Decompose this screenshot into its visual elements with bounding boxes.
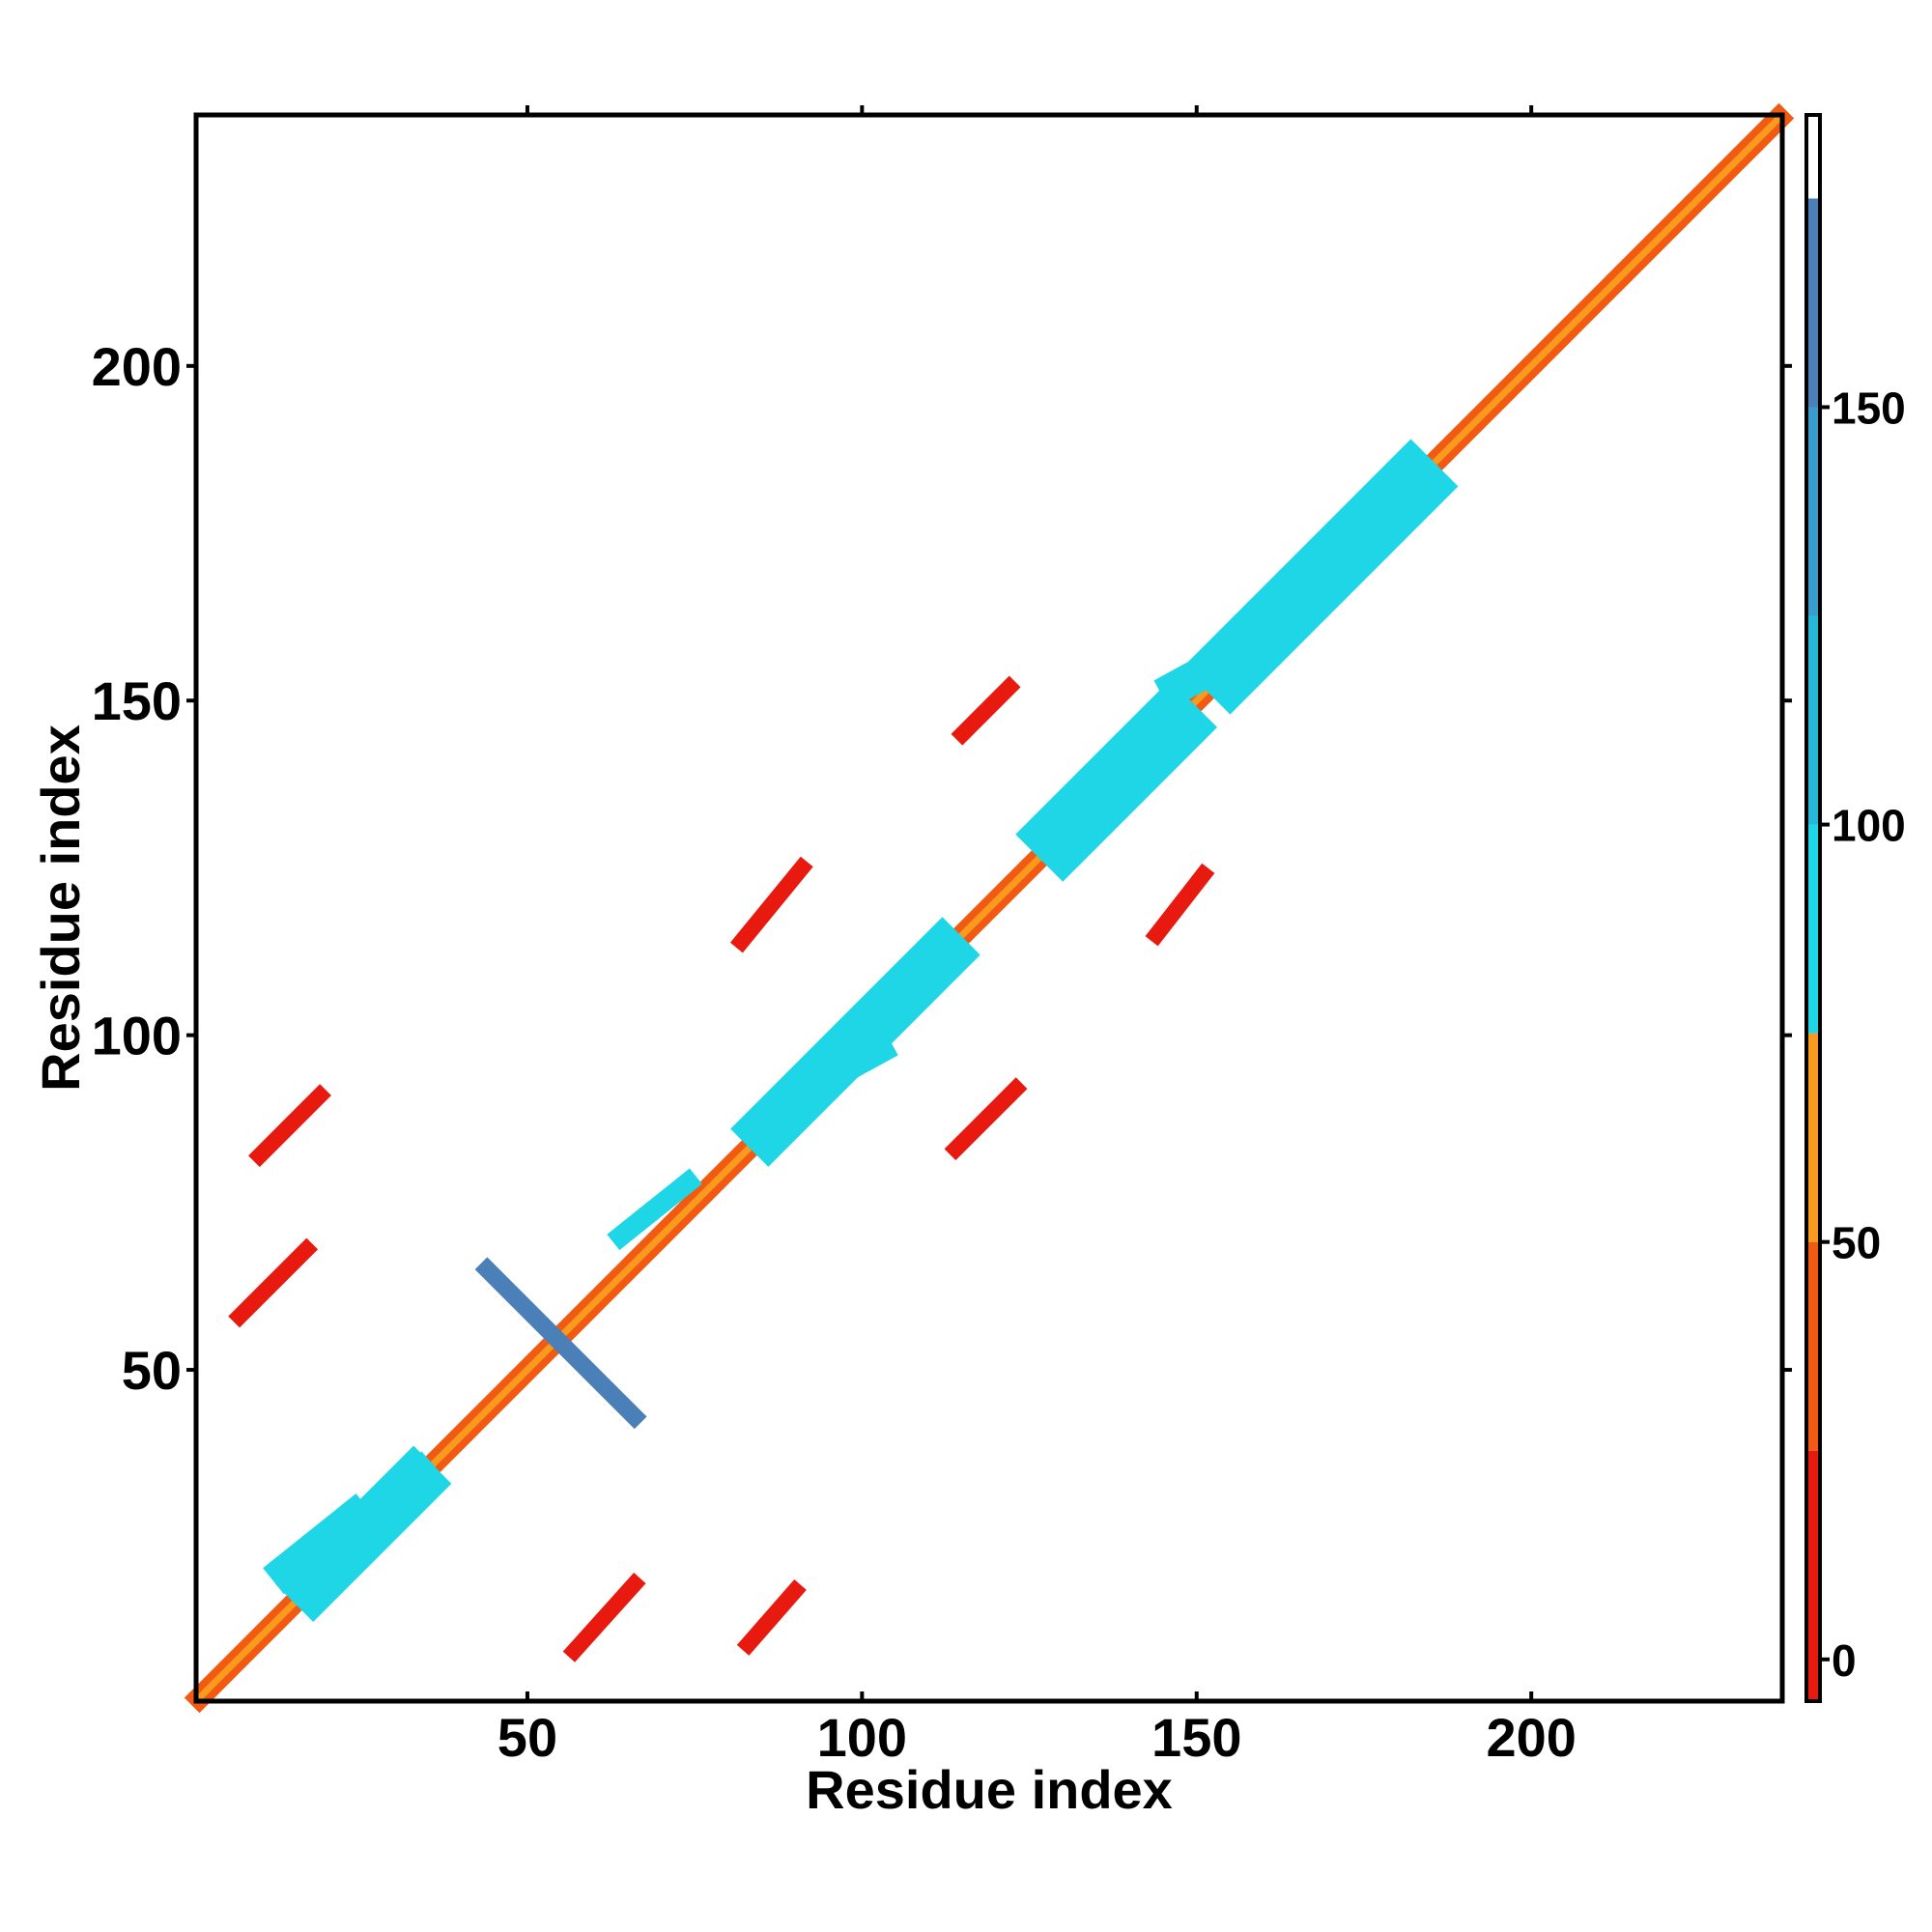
x-tick-label: 200	[1486, 1707, 1576, 1768]
y-tick-label: 50	[122, 1340, 182, 1401]
contact-feature-14	[1145, 863, 1215, 947]
contact-feature-20	[348, 1451, 440, 1537]
colorbar: 0 50 100 150	[1804, 113, 1906, 1703]
contact-feature-17	[1079, 690, 1194, 805]
colorbar-band-4	[1806, 615, 1820, 825]
colorbar-tick-label: 50	[1832, 1218, 1881, 1268]
contact-feature-15	[779, 1025, 898, 1112]
colorbar-frame	[1804, 113, 1822, 1703]
x-axis-title: Residue index	[806, 1759, 1173, 1820]
colorbar-band-5	[1806, 407, 1820, 616]
contact-feature-9	[562, 1573, 646, 1662]
plot-frame	[193, 112, 1785, 1704]
contact-feature-19	[607, 1168, 702, 1251]
contact-feature-10	[736, 1578, 807, 1656]
contact-feature-8	[248, 1084, 331, 1168]
contact-feature-7	[228, 1237, 319, 1328]
contact-feature-13	[951, 675, 1021, 746]
y-axis-title: Residue index	[30, 724, 91, 1092]
x-tick-label: 100	[817, 1707, 907, 1768]
colorbar-tick-label: 150	[1832, 383, 1906, 433]
contact-feature-12	[944, 1077, 1028, 1161]
y-tick-label: 150	[92, 670, 182, 731]
x-tick-label: 50	[497, 1707, 557, 1768]
y-tick-label: 200	[92, 336, 182, 397]
x-tick-label: 150	[1151, 1707, 1241, 1768]
colorbar-band-7	[1806, 115, 1820, 199]
axis-ticks: 50 100 150 200 50 100 150 200	[92, 105, 1792, 1768]
contact-feature-11	[729, 856, 813, 953]
colorbar-band-2	[1806, 1033, 1820, 1242]
colorbar-tick-label: 0	[1832, 1635, 1857, 1686]
colorbar-band-3	[1806, 824, 1820, 1034]
contact-feature-6	[474, 1257, 647, 1430]
contact-feature-1	[194, 113, 1784, 1703]
colorbar-band-6	[1806, 198, 1820, 408]
y-tick-label: 100	[92, 1006, 182, 1066]
contact-feature-16	[1153, 624, 1273, 710]
contact-feature-18	[263, 1493, 378, 1595]
heatmap-cells	[184, 102, 1795, 1714]
colorbar-band-0	[1806, 1450, 1820, 1701]
colorbar-tick-label: 100	[1832, 801, 1906, 851]
colorbar-band-1	[1806, 1241, 1820, 1451]
